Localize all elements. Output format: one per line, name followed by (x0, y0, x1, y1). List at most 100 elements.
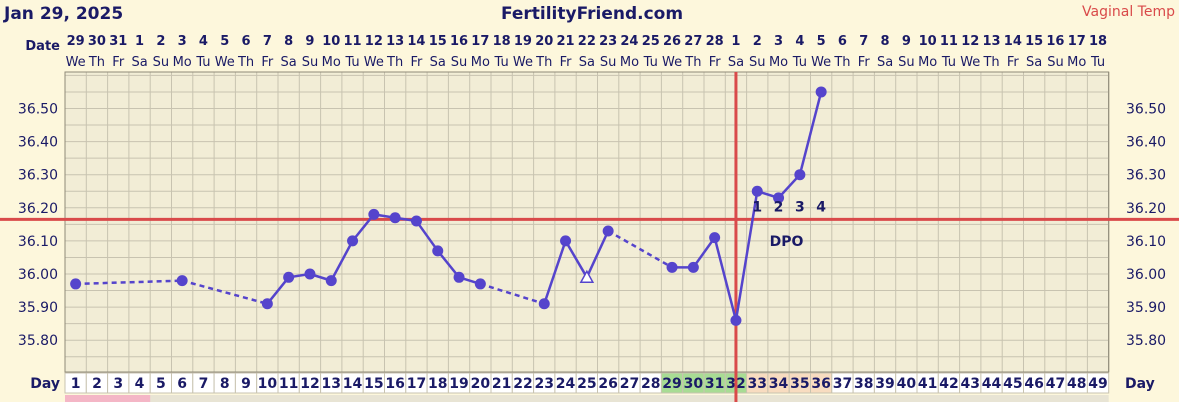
y-tick-label-left: 35.90 (18, 300, 58, 316)
temp-point (325, 275, 337, 287)
weekday-label: Fr (560, 55, 573, 70)
date-number: 14 (1004, 34, 1022, 49)
temp-point (432, 245, 444, 257)
date-number: 11 (344, 34, 362, 49)
day-number: 22 (513, 376, 532, 392)
date-number: 7 (859, 34, 868, 49)
date-number: 4 (199, 34, 208, 49)
chart-title: FertilityFriend.com (501, 4, 683, 24)
y-tick-label-left: 36.10 (18, 234, 58, 250)
date-number: 15 (1025, 34, 1043, 49)
date-number: 1 (731, 34, 740, 49)
day-number: 45 (1003, 376, 1022, 392)
weekday-label: Mo (471, 55, 490, 70)
temp-point (453, 271, 465, 283)
temp-point (389, 212, 401, 224)
date-number: 14 (407, 34, 425, 49)
day-number: 21 (492, 376, 511, 392)
plot-area (65, 72, 1109, 372)
temp-segment (181, 279, 268, 305)
day-number: 49 (1088, 376, 1107, 392)
temp-point (602, 225, 614, 237)
weekday-label: Th (535, 55, 552, 70)
day-number: 46 (1024, 376, 1043, 392)
temp-point (368, 208, 380, 220)
day-number: 43 (961, 376, 980, 392)
day-number: 23 (535, 376, 554, 392)
y-tick-label-left: 35.80 (18, 333, 58, 349)
date-number: 4 (795, 34, 804, 49)
weekday-label: Tu (643, 55, 658, 70)
day-number: 36 (811, 376, 830, 392)
date-number: 10 (322, 34, 340, 49)
date-number: 18 (493, 34, 511, 49)
y-tick-label-right: 36.00 (1126, 267, 1166, 283)
day-number: 40 (897, 376, 917, 392)
date-number: 3 (774, 34, 783, 49)
date-number: 24 (620, 34, 638, 49)
weekday-label: Sa (1026, 55, 1042, 70)
y-tick-label-right: 35.80 (1126, 333, 1166, 349)
temp-point (794, 169, 806, 181)
temp-segment (351, 213, 375, 242)
temp-segment (607, 229, 673, 269)
weekday-label: Fr (709, 55, 722, 70)
date-number: 13 (983, 34, 1001, 49)
weekday-label: Tu (494, 55, 509, 70)
date-number: 31 (109, 34, 127, 49)
day-number: 38 (854, 376, 873, 392)
weekday-label: Th (88, 55, 105, 70)
y-tick-label-right: 36.40 (1126, 135, 1166, 151)
date-number: 12 (961, 34, 979, 49)
date-number: 21 (557, 34, 575, 49)
weekday-label: Su (1047, 55, 1064, 70)
y-tick-label-right: 36.10 (1126, 234, 1166, 250)
day-number: 33 (748, 376, 767, 392)
weekday-label: Th (237, 55, 254, 70)
date-number: 27 (684, 34, 702, 49)
temp-point (709, 232, 721, 244)
day-number: 42 (939, 376, 958, 392)
date-number: 25 (642, 34, 660, 49)
day-number: 20 (471, 376, 491, 392)
weekday-label: We (66, 55, 86, 70)
weekday-label: Tu (344, 55, 359, 70)
day-number: 4 (135, 376, 145, 392)
weekday-label: We (811, 55, 831, 70)
date-number: 29 (67, 34, 85, 49)
temp-point (730, 314, 742, 326)
day-number: 41 (918, 376, 937, 392)
temp-point (347, 235, 359, 247)
weekday-label: Sa (430, 55, 446, 70)
day-number: 11 (279, 376, 298, 392)
weekday-label: Mo (322, 55, 341, 70)
day-number: 30 (684, 376, 704, 392)
y-tick-label-right: 36.50 (1126, 102, 1166, 118)
day-number: 13 (322, 376, 341, 392)
day-number: 24 (556, 376, 576, 392)
date-number: 23 (599, 34, 617, 49)
temp-point (773, 192, 785, 204)
temp-segment (713, 237, 738, 321)
date-number: 17 (1068, 34, 1086, 49)
day-number: 28 (641, 376, 660, 392)
weekday-label: Mo (918, 55, 937, 70)
temp-point (283, 271, 295, 283)
weekday-label: Tu (195, 55, 210, 70)
weekday-label: Th (386, 55, 403, 70)
day-number: 16 (385, 376, 404, 392)
weekday-label: We (364, 55, 384, 70)
temp-segment (266, 276, 290, 305)
weekday-label: Su (898, 55, 915, 70)
date-number: 16 (1046, 34, 1064, 49)
day-number: 18 (428, 376, 447, 392)
weekday-label: Th (833, 55, 850, 70)
day-number: 48 (1067, 376, 1086, 392)
day-number: 27 (620, 376, 639, 392)
date-number: 22 (578, 34, 596, 49)
weekday-label: Sa (131, 55, 147, 70)
weekday-label: Tu (1090, 55, 1105, 70)
weekday-label: Th (982, 55, 999, 70)
y-tick-label-right: 35.90 (1126, 300, 1166, 316)
weekday-label: Th (684, 55, 701, 70)
